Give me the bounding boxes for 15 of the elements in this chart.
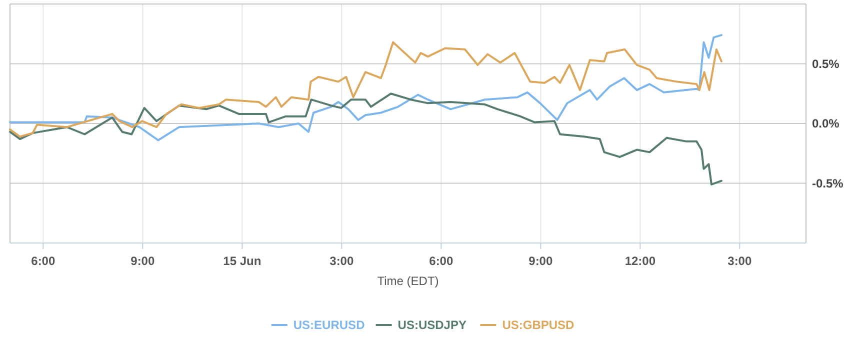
x-tick-label: 15 Jun [223,254,262,268]
x-tick-label: 9:00 [130,254,155,268]
x-tick-label: 9:00 [528,254,553,268]
x-tick-label: 3:00 [728,254,752,268]
y-tick-label: 0.5% [812,56,840,71]
y-tick-label: 0.0% [812,116,840,130]
x-tick-label: 3:00 [330,254,354,268]
x-tick-label: 6:00 [429,254,454,268]
x-tick-label: 6:00 [31,254,56,268]
legend-label: US:USDJPY [398,318,466,332]
legend-label: US:EURUSD [293,318,366,332]
y-tick-label: -0.5% [812,176,844,190]
x-tick-label: 12:00 [624,254,656,268]
legend-label: US:GBPUSD [502,318,575,332]
x-axis-title: Time (EDT) [377,274,439,288]
